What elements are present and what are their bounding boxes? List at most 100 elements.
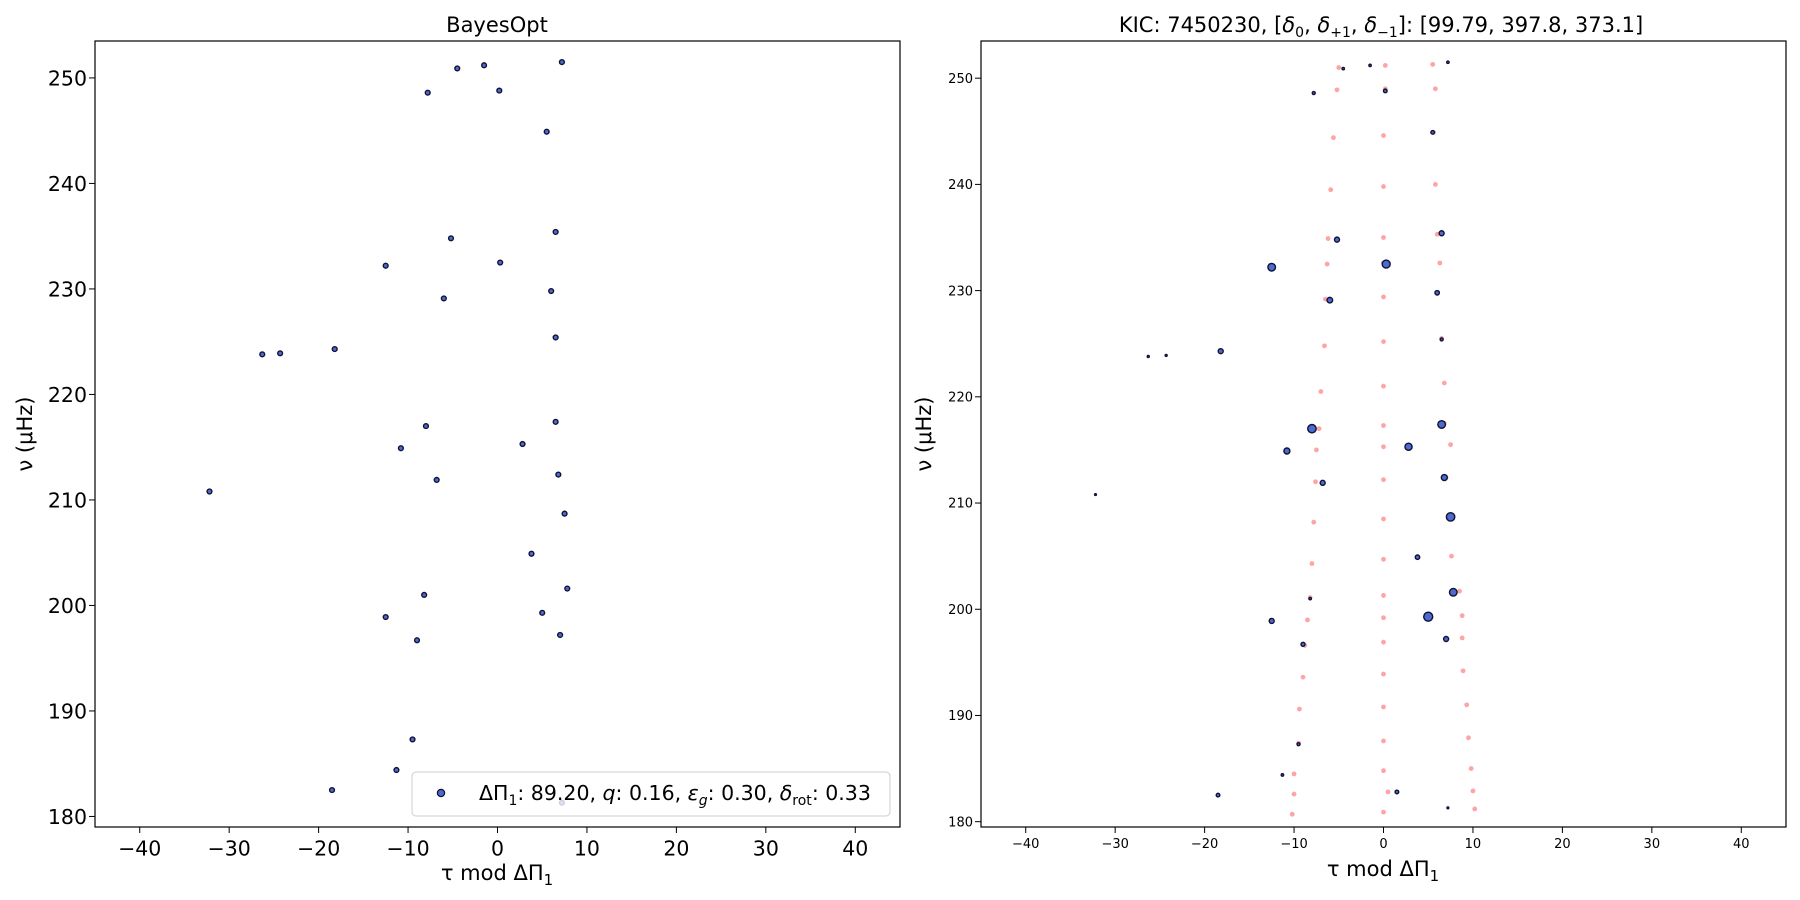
right-observed-point	[1439, 337, 1444, 342]
right-observed-point	[1307, 423, 1317, 434]
right-model-point	[1336, 65, 1342, 70]
left-observed-point	[382, 262, 389, 269]
left-panel: BayesOpt −40 −30 −20 −10 0 10 20 30 40 180 190 200…	[13, 13, 901, 889]
right-y-tick-label: 180	[948, 815, 973, 830]
right-observed-point	[1341, 66, 1346, 71]
left-observed-point	[480, 62, 488, 69]
left-observed-point	[331, 345, 338, 353]
right-observed-point	[1430, 129, 1436, 135]
right-model-point	[1457, 588, 1462, 594]
left-observed-point	[409, 736, 416, 743]
left-x-ticks: −40 −30 −20 −10 0 10 20 30 40	[118, 827, 868, 861]
right-observed-point	[1414, 554, 1421, 561]
right-model-point	[1381, 671, 1386, 677]
right-scatter-points	[1093, 60, 1478, 817]
right-model-point	[1441, 380, 1447, 386]
left-observed-point	[552, 418, 559, 425]
left-observed-point	[564, 585, 571, 592]
right-model-point	[1300, 674, 1306, 680]
right-model-point	[1381, 444, 1386, 450]
right-x-ticks: −40 −30 −20 −10 0 10 20 30 40	[1012, 827, 1750, 852]
left-y-tick-label: 210	[48, 488, 87, 512]
left-observed-point	[422, 422, 430, 430]
right-title: KIC: 7450230, [δ0, δ+1, δ−1]: [99.79, 39…	[1119, 13, 1643, 41]
right-model-point	[1381, 738, 1386, 744]
right-model-point	[1381, 339, 1386, 344]
legend-marker	[436, 788, 446, 798]
legend-eps-sub: g	[699, 793, 708, 809]
left-y-tick-label: 220	[48, 383, 87, 407]
right-observed-point	[1319, 479, 1326, 487]
right-y-tick-label: 190	[948, 709, 973, 724]
right-model-point	[1309, 561, 1315, 566]
left-observed-point	[519, 440, 526, 448]
right-observed-point	[1333, 236, 1341, 243]
right-model-point	[1381, 477, 1386, 483]
right-observed-point	[1445, 511, 1456, 522]
right-model-point	[1385, 789, 1391, 795]
left-observed-point	[539, 609, 546, 616]
right-observed-point	[1446, 60, 1450, 65]
right-model-point	[1432, 181, 1438, 187]
right-observed-point	[1326, 296, 1334, 304]
right-y-tick-label: 200	[948, 603, 973, 618]
right-x-tick-label: 10	[1465, 837, 1482, 852]
right-observed-point	[1438, 230, 1445, 237]
right-model-point	[1325, 236, 1331, 241]
left-observed-point	[497, 259, 504, 266]
right-model-point	[1470, 788, 1476, 794]
right-observed-point	[1300, 641, 1306, 648]
right-observed-point	[1423, 611, 1434, 622]
right-y-tick-label: 250	[948, 72, 973, 87]
left-observed-point	[393, 766, 400, 774]
left-observed-point	[397, 445, 405, 452]
left-legend: ΔΠ1: 89.20, q: 0.16, εg: 0.30, δrot: 0.3…	[411, 771, 891, 817]
left-scatter-points	[206, 59, 571, 806]
right-model-point	[1291, 771, 1297, 777]
right-y-ticks: 180 190 200 210 220 230 240 250	[948, 72, 981, 830]
left-x-axis-label: τ mod ΔΠ1	[441, 861, 553, 889]
right-title-delta0: δ	[1282, 13, 1295, 37]
left-observed-point	[259, 351, 266, 358]
right-model-point	[1381, 423, 1386, 428]
right-model-point	[1381, 593, 1386, 598]
right-model-point	[1381, 639, 1386, 645]
left-y-tick-label: 190	[48, 699, 87, 723]
right-x-tick-label: 40	[1733, 837, 1750, 852]
left-observed-point	[543, 128, 550, 135]
right-y-tick-label: 210	[948, 497, 973, 512]
right-model-point	[1459, 635, 1465, 641]
legend-dp-sub: 1	[508, 793, 517, 809]
legend-rot-sub: rot	[792, 793, 812, 809]
right-model-point	[1381, 294, 1386, 300]
right-model-point	[1472, 806, 1478, 812]
right-model-point	[1311, 519, 1317, 525]
left-observed-point	[447, 235, 455, 242]
legend-label: ΔΠ1: 89.20, q: 0.16, εg: 0.30, δrot: 0.3…	[479, 781, 871, 809]
right-title-sub2: −1	[1377, 25, 1398, 41]
right-observed-point	[1381, 259, 1391, 269]
right-y-axis-label: ν (μHz)	[912, 397, 936, 472]
right-observed-point	[1093, 492, 1098, 497]
right-model-point	[1430, 61, 1436, 67]
right-title-comma1: ,	[1304, 13, 1317, 37]
right-model-point	[1381, 383, 1386, 389]
right-observed-point	[1308, 596, 1313, 601]
right-observed-point	[1146, 354, 1150, 359]
left-observed-point	[382, 613, 389, 621]
right-model-point	[1381, 704, 1386, 710]
right-x-tick-label: 0	[1379, 837, 1387, 852]
right-observed-point	[1280, 773, 1285, 777]
right-observed-point	[1311, 90, 1316, 96]
right-title-tail: ]: [99.79, 397.8, 373.1]	[1398, 13, 1643, 37]
right-model-point	[1468, 766, 1474, 771]
right-model-point	[1466, 735, 1471, 741]
right-model-point	[1305, 617, 1310, 623]
right-model-point	[1381, 184, 1386, 189]
left-observed-point	[433, 476, 440, 483]
left-y-tick-label: 200	[48, 594, 87, 618]
legend-box	[411, 771, 891, 817]
left-observed-point	[424, 89, 431, 96]
right-model-point	[1291, 791, 1297, 797]
